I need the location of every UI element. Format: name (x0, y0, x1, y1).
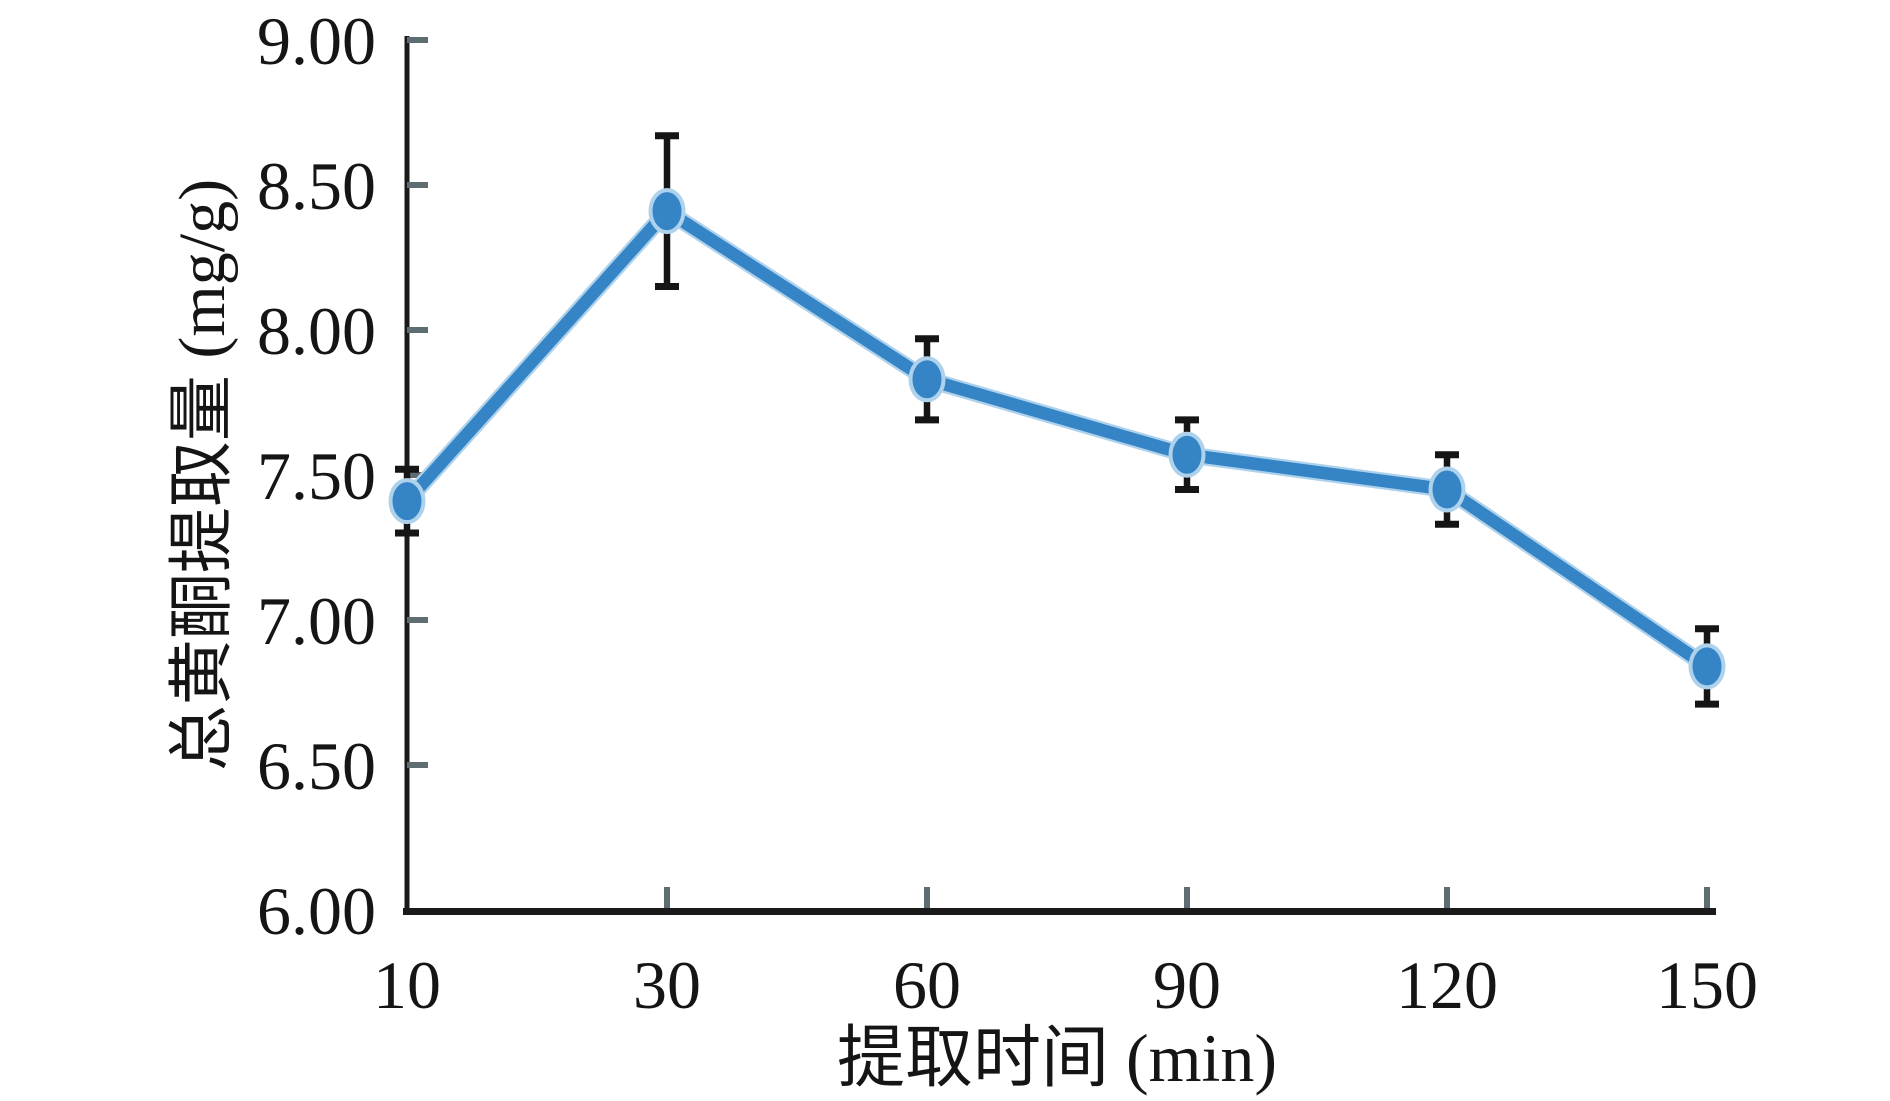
y-axis-ticks: 9.00 8.50 8.00 7.50 7.00 6.50 6.00 (257, 3, 428, 949)
x-axis-title: 提取时间 (min) (836, 1020, 1278, 1096)
y-tick-label: 9.00 (257, 3, 376, 79)
data-point (1688, 643, 1726, 690)
x-tick-label: 150 (1656, 947, 1758, 1023)
data-point (1428, 466, 1466, 513)
x-tick-label: 120 (1396, 947, 1498, 1023)
data-points (388, 188, 1726, 690)
y-tick-label: 6.50 (257, 728, 376, 804)
x-axis-ticks: 10 30 60 90 120 150 (373, 887, 1758, 1023)
data-point (388, 478, 426, 525)
data-line (398, 202, 1716, 675)
y-tick-label: 7.00 (257, 583, 376, 659)
y-tick-label: 7.50 (257, 438, 376, 514)
x-tick-label: 60 (893, 947, 961, 1023)
data-point (648, 188, 686, 235)
y-axis-title: 总黄酮提取量 (mg/g) (166, 178, 239, 772)
axes (403, 36, 1716, 915)
x-tick-label: 90 (1153, 947, 1221, 1023)
y-tick-label: 8.00 (257, 293, 376, 369)
data-point (1168, 431, 1206, 478)
y-tick-label: 6.00 (257, 873, 376, 949)
data-point (908, 356, 946, 403)
y-tick-label: 8.50 (257, 148, 376, 224)
x-tick-label: 30 (633, 947, 701, 1023)
x-tick-label: 10 (373, 947, 441, 1023)
